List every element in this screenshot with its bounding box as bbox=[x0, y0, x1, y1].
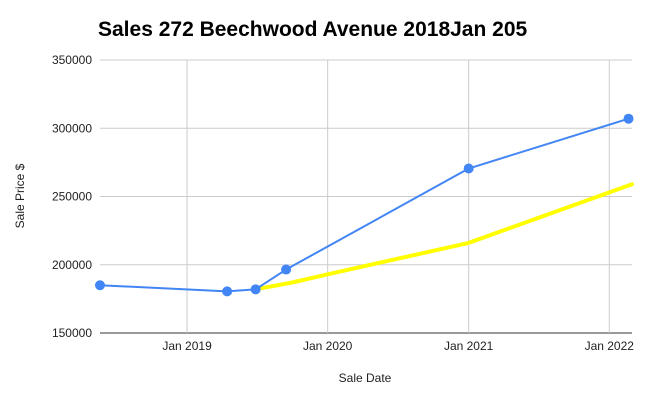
y-tick-label: 350000 bbox=[52, 53, 92, 67]
x-tick-label: Jan 2020 bbox=[303, 339, 353, 353]
sales-data-point bbox=[95, 280, 105, 291]
sales-series-line bbox=[99, 117, 630, 293]
sales-data-point bbox=[222, 286, 233, 297]
y-tick-label: 300000 bbox=[52, 121, 92, 135]
gridlines bbox=[100, 59, 632, 334]
sales-data-point bbox=[250, 284, 261, 295]
x-axis-ticks: Jan 2019 Jan 2020 Jan 2021 Jan 2022 bbox=[162, 339, 634, 353]
x-axis-label: Sale Date bbox=[339, 371, 392, 385]
sales-data-point bbox=[623, 113, 634, 124]
series-layer bbox=[95, 113, 634, 297]
x-tick-label: Jan 2022 bbox=[585, 339, 635, 353]
y-tick-label: 250000 bbox=[52, 190, 92, 204]
sales-data-point bbox=[463, 163, 474, 174]
y-axis-ticks: 150000 200000 250000 300000 350000 bbox=[52, 53, 92, 340]
y-tick-label: 200000 bbox=[52, 258, 92, 272]
trend-series-line bbox=[253, 182, 634, 292]
x-tick-label: Jan 2021 bbox=[444, 339, 494, 353]
y-tick-label: 150000 bbox=[52, 326, 92, 340]
sales-data-point bbox=[281, 264, 292, 275]
chart-title: Sales 272 Beechwood Avenue 2018Jan 205 bbox=[98, 18, 527, 41]
y-axis-label: Sale Price $ bbox=[13, 163, 27, 228]
x-tick-label: Jan 2019 bbox=[162, 339, 212, 353]
